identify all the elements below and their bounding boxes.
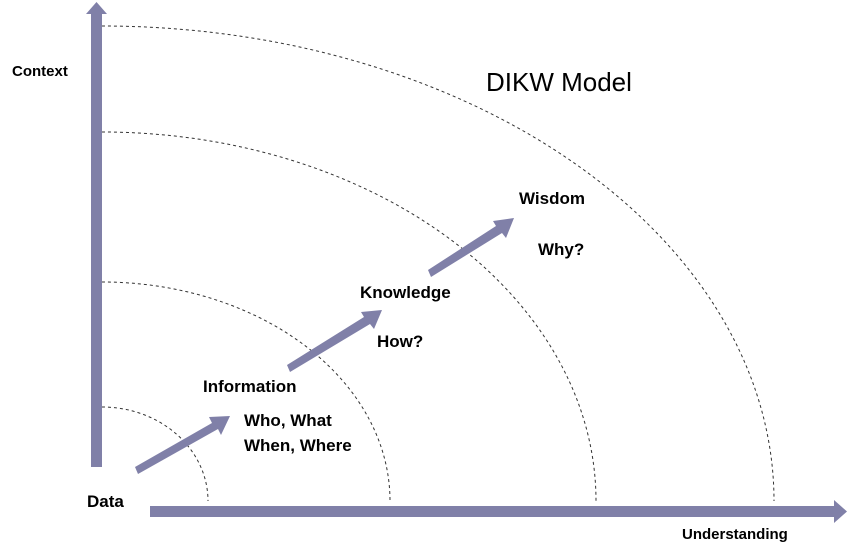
y-axis-arrow [86,2,107,467]
stage-question-information-line1: Who, What [244,411,332,430]
arc-wisdom [101,25,775,502]
arrow-information-to-knowledge [287,310,382,372]
stage-question-wisdom: Why? [538,240,585,259]
stage-label-information: Information [203,377,297,396]
y-axis-label: Context [12,63,68,80]
diagram-title: DIKW Model [486,67,632,97]
arrow-data-to-information [135,416,230,474]
arc-information [101,281,391,502]
stage-label-data: Data [87,492,124,511]
x-axis-label: Understanding [682,526,788,543]
arc-knowledge [101,131,597,502]
x-axis-arrow [150,500,847,523]
stage-label-wisdom: Wisdom [519,189,585,208]
stage-question-information-line2: When, Where [244,436,352,455]
arc-data [101,406,209,502]
arrow-knowledge-to-wisdom [428,218,514,277]
stage-label-knowledge: Knowledge [360,283,451,302]
stage-question-knowledge: How? [377,332,424,351]
